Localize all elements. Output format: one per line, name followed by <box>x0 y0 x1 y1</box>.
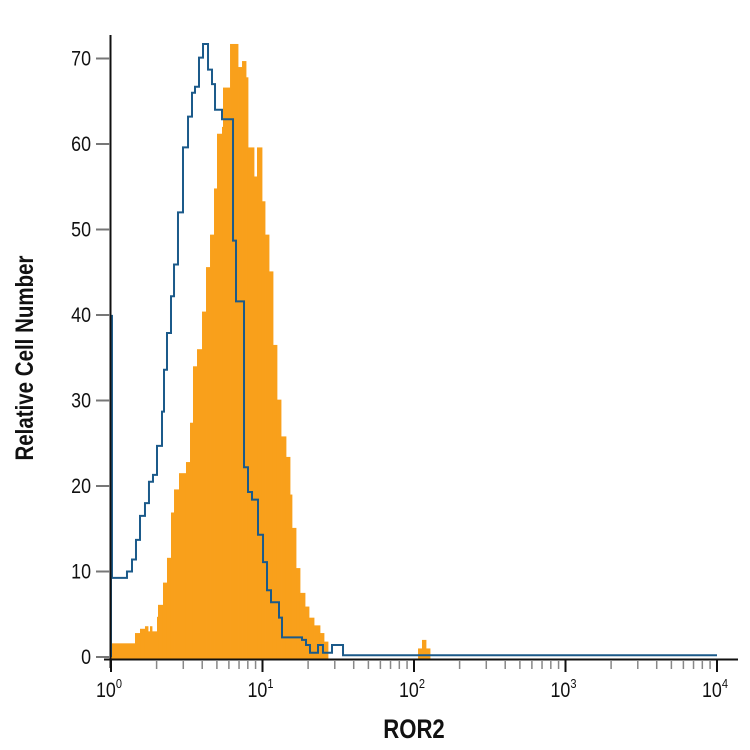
x-tick-base: 10 <box>551 679 571 703</box>
histogram-bin <box>111 643 136 659</box>
histogram-bin <box>246 77 249 659</box>
histogram-bin <box>148 631 151 659</box>
y-tick-label: 60 <box>71 133 91 157</box>
histogram-bin <box>216 133 223 660</box>
histogram-bin <box>222 126 224 659</box>
histogram-bin <box>290 494 293 659</box>
histogram-bin <box>144 626 149 659</box>
histogram-bin <box>230 43 239 659</box>
histogram-bin <box>174 489 180 659</box>
axes <box>104 35 738 668</box>
histogram-bin <box>140 628 146 659</box>
histogram-bin <box>166 557 172 659</box>
histogram-bin <box>223 87 231 659</box>
x-tick-base: 10 <box>96 679 116 703</box>
histogram-bin <box>190 422 194 659</box>
histogram-bin <box>323 641 329 659</box>
histogram-bin <box>265 234 270 659</box>
x-tick-label: 102 <box>399 676 425 702</box>
histogram-bin <box>150 626 153 659</box>
histogram-bin <box>162 582 168 659</box>
y-axis-label: Relative Cell Number <box>10 255 38 460</box>
x-tick-exponent: 3 <box>570 676 576 691</box>
histogram-bin <box>308 617 315 659</box>
histogram-bin <box>206 267 211 659</box>
y-tick-label: 70 <box>71 47 91 71</box>
x-tick-label: 104 <box>702 676 728 702</box>
y-ticks: 0 10 20 30 40 50 60 70 <box>71 47 110 669</box>
y-tick-label: 20 <box>71 475 91 499</box>
filled-histogram <box>111 43 431 660</box>
x-ticks: 100 101 102 103 104 <box>96 660 728 702</box>
histogram-bin <box>192 366 198 659</box>
y-tick-label: 10 <box>71 560 91 584</box>
histogram-bin <box>253 176 258 660</box>
histogram-bin <box>425 648 431 659</box>
x-tick-exponent: 1 <box>267 676 273 691</box>
histogram-bin <box>257 147 263 660</box>
x-axis-label: ROR2 <box>383 715 444 745</box>
histogram-bin <box>152 631 158 659</box>
histogram-bin <box>214 188 218 659</box>
histogram-bin <box>314 625 321 659</box>
histogram-bin <box>272 344 278 659</box>
histogram-bin <box>134 633 141 659</box>
histogram-bin <box>156 616 159 659</box>
histogram-bin <box>285 456 291 659</box>
histogram-bin <box>179 473 187 659</box>
histogram-bin <box>185 462 191 659</box>
y-tick-label: 30 <box>71 389 91 413</box>
histogram-bin <box>305 606 310 659</box>
x-tick-exponent: 4 <box>722 676 728 691</box>
histogram-bin <box>197 349 203 659</box>
histogram-bin <box>418 648 423 659</box>
outline-histogram <box>110 42 717 657</box>
histogram-bin <box>238 67 243 660</box>
outline-series-line <box>110 42 717 657</box>
histogram-bin <box>291 527 297 659</box>
x-tick-base: 10 <box>702 679 722 703</box>
histogram-bin <box>296 568 301 659</box>
x-tick-label: 103 <box>551 676 577 702</box>
x-tick-exponent: 2 <box>419 676 425 691</box>
x-tick-base: 10 <box>399 679 419 703</box>
x-tick-exponent: 0 <box>116 676 122 691</box>
y-tick-label: 40 <box>71 304 91 328</box>
histogram-bin <box>210 234 215 659</box>
x-tick-base: 10 <box>248 679 268 703</box>
histogram-bin <box>170 512 175 659</box>
histogram-bin <box>299 592 306 659</box>
histogram-bin <box>261 201 266 659</box>
y-tick-label: 50 <box>71 218 91 242</box>
histogram-bin <box>276 399 282 659</box>
histogram-bin <box>202 311 207 659</box>
x-tick-label: 101 <box>248 676 274 702</box>
histogram-bin <box>281 436 287 659</box>
x-tick-label: 100 <box>96 676 122 702</box>
histogram-bin <box>269 271 274 659</box>
histogram-bin <box>421 639 427 659</box>
histogram-bin <box>158 604 164 659</box>
histogram-bin <box>247 147 255 660</box>
y-tick-label: 0 <box>81 646 91 670</box>
